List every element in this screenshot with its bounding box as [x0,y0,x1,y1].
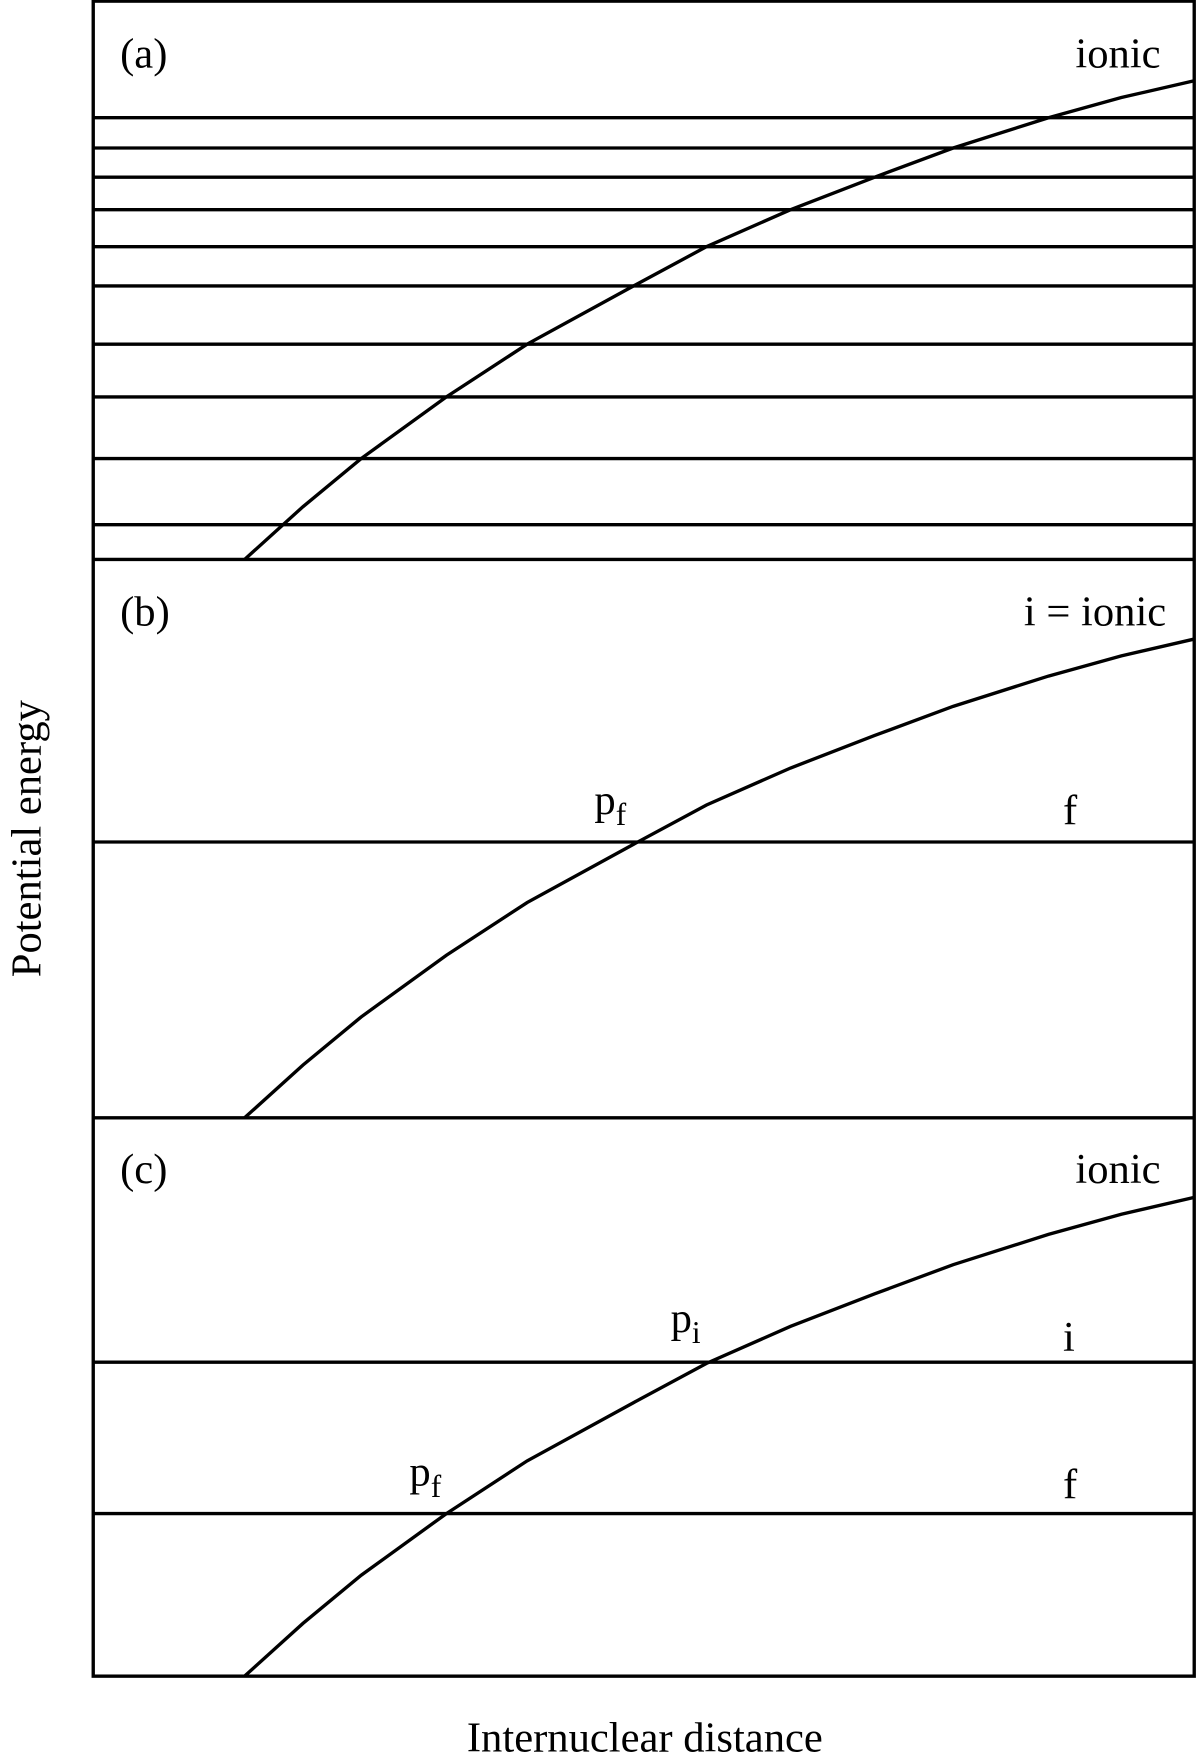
crossing-sub: f [431,1469,442,1504]
level-label: f [1063,787,1078,834]
ionic-curve [243,79,1195,561]
curve-label: ionic [1075,1146,1160,1193]
panel-c: (c) ionic pi pf i f [93,1146,1195,1678]
crossing-sub: f [616,797,627,832]
panel-tag: (b) [120,589,170,636]
crossing-main: p [409,1449,430,1496]
y-axis-label: Potential energy [4,699,51,977]
x-axis-label: Internuclear distance [467,1714,823,1758]
level-label: f [1063,1461,1078,1508]
level-label: i [1063,1314,1075,1361]
crossing-label: pf [409,1449,441,1504]
panel-tag: (a) [120,30,167,77]
crossing-main: p [594,777,615,824]
frame [91,0,1196,1678]
panel-a: (a) ionic [93,30,1195,561]
curve-label: i = ionic [1024,589,1166,636]
crossing-label: pf [594,777,626,832]
crossing-sub: i [692,1315,701,1350]
crossing-main: p [671,1295,692,1342]
crossing-label: pi [671,1295,701,1350]
panel-b: (b) i = ionic pf f [93,589,1195,1120]
curve-label: ionic [1075,30,1160,77]
ionic-curve [243,637,1195,1120]
ionic-curve [243,1195,1195,1678]
panel-tag: (c) [120,1146,167,1193]
